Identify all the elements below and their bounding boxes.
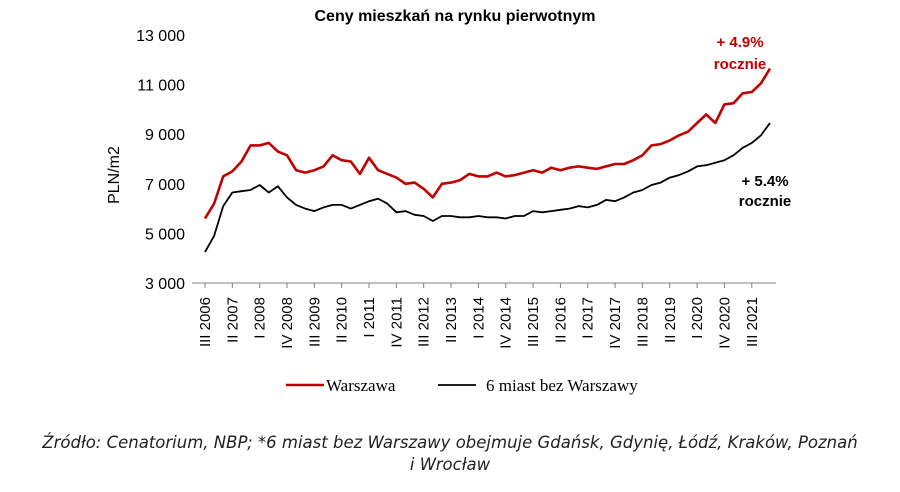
x-tick-label: IV 2020 <box>716 297 733 349</box>
x-tick-label: I 2020 <box>689 297 706 339</box>
annotations: + 4.9% rocznie + 5.4% rocznie <box>714 34 792 210</box>
source-caption: Źródło: Cenatorium, NBP; *6 miast bez Wa… <box>0 432 900 476</box>
annotation-growth: + 4.9% <box>716 34 763 51</box>
x-tick-label: III 2021 <box>744 297 761 347</box>
caption-line-2: i Wrocław <box>409 455 491 474</box>
annotation-growth: + 5.4% <box>741 173 788 190</box>
x-tick-label: III 2006 <box>197 297 214 347</box>
x-tick-label: II 2010 <box>334 297 351 343</box>
x-tick-label: III 2018 <box>634 297 651 347</box>
x-tick-label: III 2009 <box>306 297 323 347</box>
x-tick-label: III 2012 <box>416 297 433 347</box>
legend-label: Warszawa <box>326 376 396 395</box>
x-tick-label: II 2013 <box>443 297 460 343</box>
y-tick-label: 5 000 <box>145 226 185 243</box>
series-line-warszawa <box>203 67 772 220</box>
series-line-6-miast <box>204 122 771 253</box>
x-tick-label: I 2011 <box>361 297 378 338</box>
x-tick-label: II 2007 <box>224 297 241 343</box>
annotation-growth-label: rocznie <box>714 56 767 73</box>
legend: Warszawa 6 miast bez Warszawy <box>286 376 638 395</box>
y-tick-label: 9 000 <box>145 127 185 144</box>
x-tick-label: II 2019 <box>662 297 679 343</box>
y-tick-label: 13 000 <box>136 28 185 45</box>
y-tick-label: 7 000 <box>145 177 185 194</box>
x-tick-label: IV 2014 <box>498 297 515 349</box>
x-tick-label: IV 2008 <box>279 297 296 349</box>
legend-label: 6 miast bez Warszawy <box>486 376 638 395</box>
x-tick-label: IV 2017 <box>607 297 624 349</box>
caption-line-1: Źródło: Cenatorium, NBP; *6 miast bez Wa… <box>42 433 858 452</box>
x-tick-label: II 2016 <box>552 297 569 343</box>
y-axis-label: PLN/m2 <box>106 146 123 204</box>
x-tick-label: I 2014 <box>470 297 487 339</box>
x-tick-label: I 2008 <box>252 297 269 339</box>
y-tick-label: 3 000 <box>145 276 185 293</box>
y-axis-ticks: 3 000 5 000 7 000 9 000 11 000 13 000 <box>136 28 185 293</box>
chart-title: Ceny mieszkań na rynku pierwotnym <box>315 8 596 25</box>
series-lines <box>203 67 772 253</box>
y-tick-label: 11 000 <box>137 78 185 95</box>
x-tick-label: IV 2011 <box>388 297 405 348</box>
x-axis-ticks: III 2006 II 2007 I 2008 IV 2008 III 2009 II 2… <box>197 283 761 349</box>
x-tick-label: I 2017 <box>580 297 597 339</box>
x-tick-label: III 2015 <box>525 297 542 347</box>
annotation-growth-label: rocznie <box>739 193 792 210</box>
price-chart: Ceny mieszkań na rynku pierwotnym PLN/m2… <box>106 8 792 395</box>
